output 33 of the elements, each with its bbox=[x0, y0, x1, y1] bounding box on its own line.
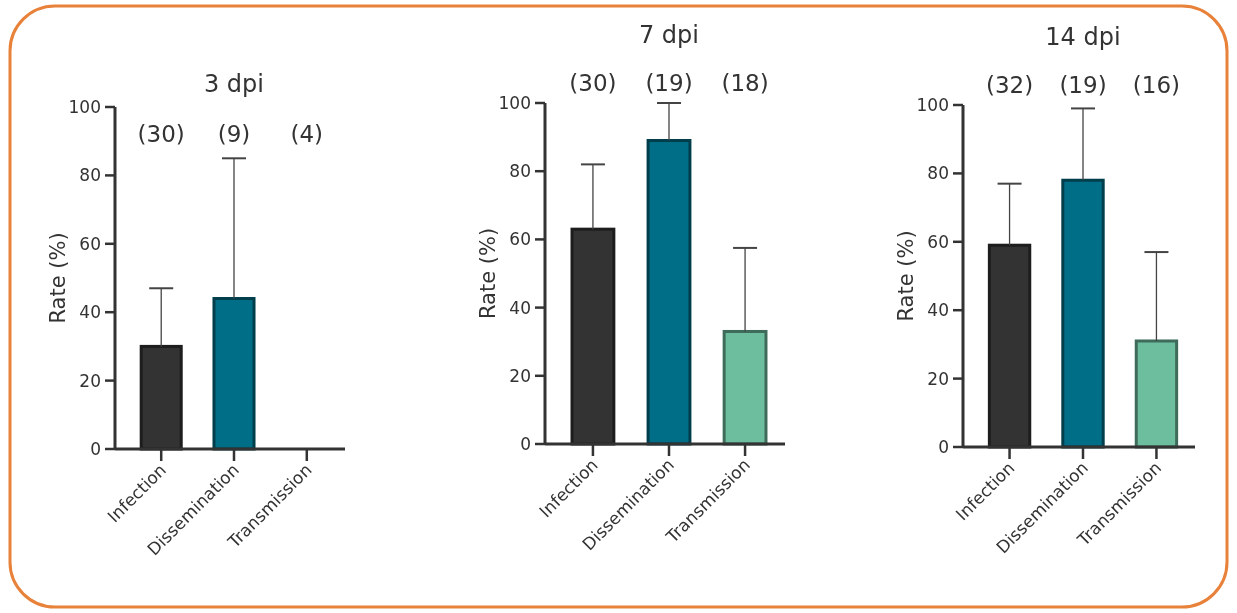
text: (16) bbox=[1132, 72, 1181, 98]
y-tick-label: 0 bbox=[938, 436, 949, 457]
chart-title: 14 dpi bbox=[1045, 23, 1121, 51]
y-tick-label: 20 bbox=[927, 368, 949, 389]
y-tick-label: 40 bbox=[509, 297, 531, 318]
y-tick-label: 60 bbox=[79, 233, 101, 254]
text: (32) bbox=[985, 72, 1034, 98]
y-tick-label: 80 bbox=[79, 165, 101, 186]
y-tick-label: 100 bbox=[68, 96, 101, 117]
y-tick-label: 80 bbox=[509, 161, 531, 182]
y-tick-label: 0 bbox=[520, 433, 531, 454]
annotation: (30) bbox=[137, 121, 185, 147]
y-tick-label: 40 bbox=[79, 302, 101, 323]
y-tick-label: 0 bbox=[90, 438, 101, 459]
y-tick-label: 80 bbox=[927, 163, 949, 184]
y-tick-label: 20 bbox=[79, 370, 101, 391]
text: (30) bbox=[569, 70, 617, 96]
annotation: (9) bbox=[217, 121, 251, 147]
y-tick-label: 60 bbox=[927, 231, 949, 252]
chart-title: 3 dpi bbox=[203, 70, 265, 98]
chart-title: 7 dpi bbox=[638, 21, 700, 49]
annotation: (4) bbox=[290, 121, 324, 147]
y-tick-label: 100 bbox=[498, 92, 531, 113]
y-tick-label: 100 bbox=[916, 94, 949, 115]
y-tick-label: 20 bbox=[509, 365, 531, 386]
text: (18) bbox=[721, 70, 769, 96]
y-axis-title: Rate (%) bbox=[894, 230, 918, 322]
y-axis-title: Rate (%) bbox=[46, 232, 70, 324]
y-tick-label: 60 bbox=[509, 229, 531, 250]
y-tick-label: 40 bbox=[927, 300, 949, 321]
text: (19) bbox=[1059, 72, 1107, 98]
y-axis-title: Rate (%) bbox=[476, 227, 500, 320]
text: (19) bbox=[645, 70, 693, 96]
